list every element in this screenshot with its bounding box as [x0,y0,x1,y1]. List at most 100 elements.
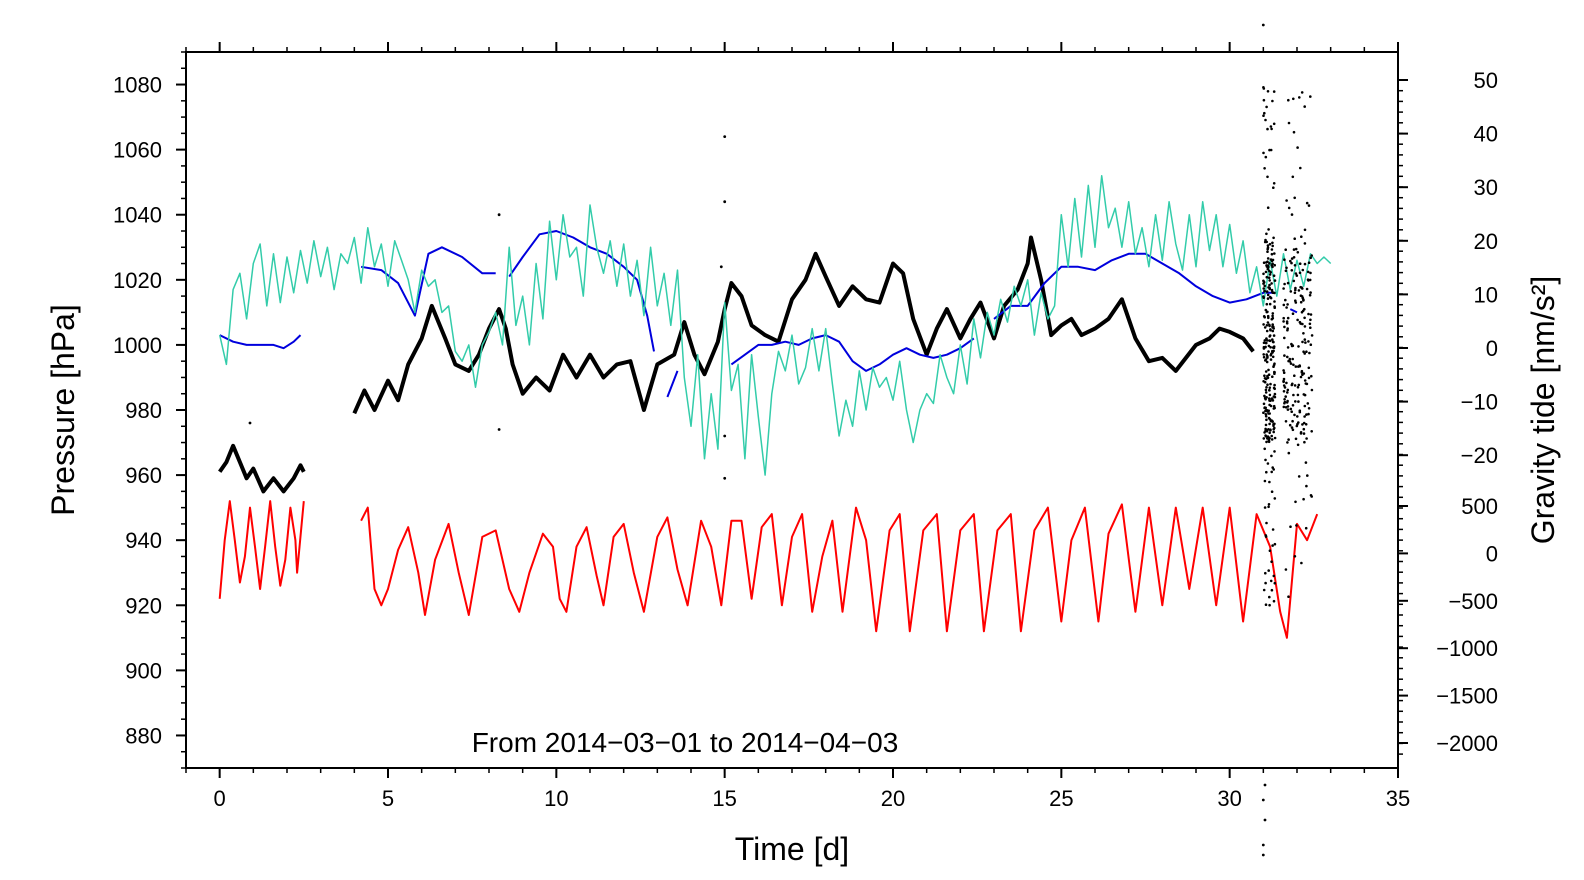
scatter-point [1282,390,1286,393]
scatter-point [1288,360,1292,363]
outlier-point [1261,23,1265,27]
scatter-point [1285,306,1288,309]
scatter-point [1301,423,1304,426]
x-tick-label: 30 [1217,786,1241,811]
scatter-point [1267,435,1270,439]
scatter-point [1286,346,1290,349]
scatter-point [1297,400,1300,403]
scatter-point [1305,350,1308,354]
scatter-point [1298,262,1302,266]
outlier-layer [1261,23,1267,857]
scatter-point [1286,303,1289,306]
scatter-point [1263,111,1266,115]
scatter-point [1273,370,1276,374]
scatter-point [1262,280,1266,284]
scatter-point [1286,408,1290,411]
scatter-point [1262,323,1265,326]
scatter-point [1296,318,1299,322]
scatter-point [1304,461,1308,464]
scatter-point [1303,307,1306,311]
y-right-upper-tick-label: 40 [1474,122,1498,147]
scatter-point [1266,257,1270,260]
scatter-point [1289,407,1293,411]
y-right-lower-tick-label: −1500 [1436,684,1498,709]
scatter-point [1283,282,1286,286]
scatter-point [1273,450,1276,453]
scatter-point [1264,370,1268,373]
scatter-point [1288,357,1292,361]
scatter-point [1268,549,1272,552]
series-line-pressure-blue [219,230,1298,398]
scatter-point [1273,542,1277,546]
scatter-point [1292,130,1296,134]
y-right-upper-tick-label: 30 [1474,175,1498,200]
scatter-point [1286,281,1290,285]
scatter-point [1297,383,1301,387]
scatter-point [1269,346,1272,349]
scatter-point [1305,201,1309,205]
scatter-point [1267,503,1271,506]
scatter-point [1262,355,1266,359]
scatter-point [1270,352,1273,356]
scatter-point [1309,494,1313,497]
scatter-point [1303,242,1307,245]
scatter-point [1268,273,1272,276]
scatter-point [1272,122,1276,126]
scatter-point [1270,490,1274,494]
y-right-lower-tick-label: 500 [1461,494,1498,519]
scatter-point [1300,369,1304,373]
y-axis-left-title: Pressure [hPa] [45,304,81,516]
scatter-point [1303,316,1306,320]
scatter-point [1305,287,1309,291]
scatter-point [1291,419,1294,423]
scatter-point [1290,342,1293,346]
x-tick-label: 20 [881,786,905,811]
scatter-point [1270,560,1273,563]
scatter-point [1268,334,1272,337]
scatter-point [1267,368,1270,372]
scatter-point [1270,470,1273,474]
scatter-point [1302,298,1305,302]
scatter-point [1271,258,1275,262]
scatter-point [1286,328,1289,332]
scatter-point [1264,341,1268,345]
scatter-point [1291,404,1295,407]
scatter-point [1307,261,1311,265]
scatter-point [1283,401,1286,405]
scatter-point [1307,376,1311,380]
scatter-point [1283,354,1286,357]
scatter-point [1309,313,1313,316]
scatter-point [1304,382,1308,385]
x-tick-label: 0 [214,786,226,811]
scatter-point [1265,105,1268,109]
scatter-point [1263,284,1266,288]
scatter-point [1264,534,1268,537]
scatter-point [1293,555,1297,558]
scatter-point [1296,393,1300,397]
y-left-tick-label: 880 [125,723,162,748]
scatter-point [1302,497,1305,501]
scatter-point [1267,316,1270,320]
scatter-point [1308,351,1311,355]
y-left-tick-label: 1020 [113,268,162,293]
outlier-point [1261,853,1265,857]
scatter-point [1267,505,1270,509]
scatter-point [1273,392,1277,396]
scatter-point [1267,409,1270,413]
scatter-point [1263,479,1267,483]
scatter-point [1264,406,1267,410]
scatter-point [1300,310,1304,314]
x-tick-label: 10 [544,786,568,811]
y-axis-left: 880 900 920 940 960 980 1000 1020 1040 1060 1080 [113,51,186,769]
series-line-pressure-teal [218,174,1332,476]
scatter-point [1263,315,1266,319]
scatter-point [1267,439,1271,442]
scatter-point [1307,312,1310,316]
x-tick-label: 15 [712,786,736,811]
series-line-pressure-black [218,235,1255,494]
scatter-point [1273,581,1277,585]
plot-frame [185,51,1399,769]
scatter-point [1272,386,1276,390]
scatter-point [1264,415,1268,418]
